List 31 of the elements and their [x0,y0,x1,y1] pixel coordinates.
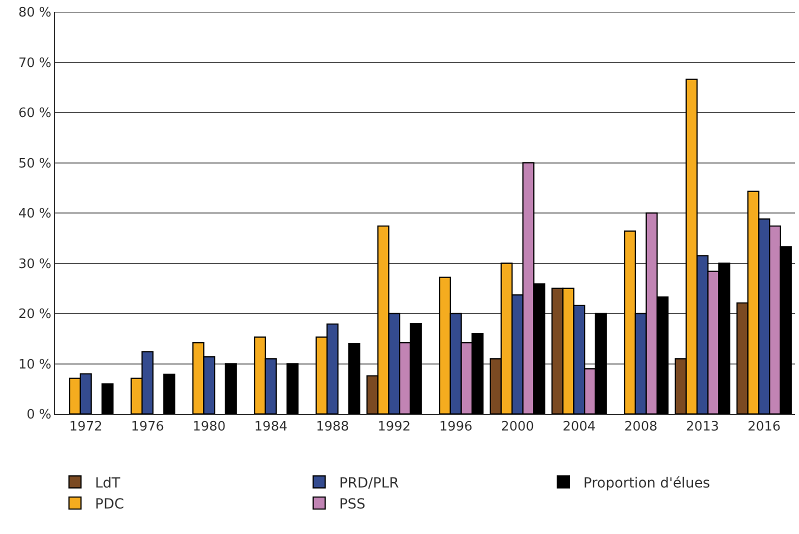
legend-label: Proportion d'élues [583,475,710,492]
x-tick-label: 1984 [254,420,288,435]
y-tick-label: 60 % [18,106,52,122]
bar [102,383,114,414]
legend-label: LdT [95,475,121,492]
legend-label: PSS [339,496,366,513]
bar [348,343,360,414]
legend-label: PRD/PLR [339,475,400,492]
y-tick-label: 20 % [18,307,52,322]
bar [286,363,299,414]
bar [163,374,176,414]
x-tick-label: 1988 [316,420,350,435]
y-tick-label: 0 % [26,408,52,423]
x-tick-label: 2013 [686,420,720,435]
x-tick-label: 2004 [562,420,596,435]
x-tick-label: 2008 [624,420,658,435]
y-tick-label: 40 % [18,206,52,222]
legend-label: PDC [95,496,124,513]
y-tick-label: 10 % [18,357,52,372]
x-tick-label: 1980 [192,420,226,435]
x-tick-label: 1972 [69,420,102,435]
x-tick-label: 2000 [500,420,534,435]
x-tick-label: 1992 [378,420,411,435]
x-tick-label: 1996 [439,420,472,435]
x-tick-label: 2016 [748,420,781,435]
bar [224,363,237,414]
y-tick-label: 70 % [18,56,52,71]
x-tick-label: 1976 [130,420,164,435]
y-tick-label: 80 % [18,6,52,21]
y-tick-label: 30 % [18,256,52,272]
y-tick-label: 50 % [18,156,52,172]
